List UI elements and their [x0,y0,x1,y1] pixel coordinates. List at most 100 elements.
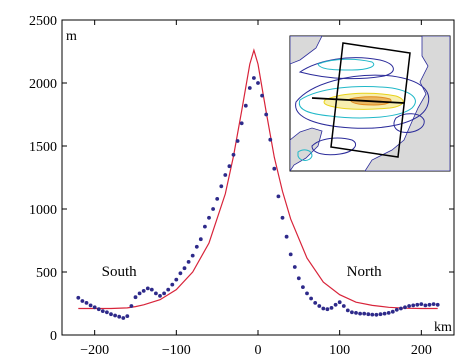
data-point [354,311,358,315]
data-point [109,312,113,317]
x-tick-label: −200 [80,343,109,358]
inset-study-area-box [330,42,411,158]
data-point [431,302,436,306]
inset-contour-mid-3 [297,149,313,161]
data-point [105,310,109,315]
x-tick-label: −100 [162,343,191,358]
data-point [317,304,322,308]
data-point [419,302,424,306]
observed-points [76,76,440,320]
data-point [382,311,387,316]
axis-ticks [62,19,454,336]
data-point [374,312,379,317]
data-point [186,260,191,264]
data-point [198,237,203,242]
data-point [358,311,362,316]
data-point [239,121,244,126]
data-point [407,304,411,308]
inset-contour-mid-1 [298,86,416,119]
model-curve-line [78,48,438,310]
data-point [301,285,305,289]
data-point [203,224,207,229]
data-point [305,291,309,296]
data-point [341,304,346,308]
data-point [211,207,216,211]
data-point [256,81,260,85]
data-point [284,234,289,239]
data-point [309,296,313,301]
data-point [288,252,293,257]
y-axis-unit-label: m [66,29,77,44]
data-point [333,302,338,307]
data-point [321,306,326,311]
data-point [96,307,101,312]
data-point [435,302,440,307]
data-point [88,303,93,308]
data-point [117,314,122,319]
x-tick-label: 0 [255,343,262,358]
data-point [145,286,150,291]
data-point [296,276,301,281]
data-point [264,112,269,117]
inset-transect-line [311,97,405,104]
data-point [427,302,432,307]
data-point [182,266,187,271]
x-tick-label: 200 [411,343,432,358]
data-point [423,303,428,308]
data-point [80,299,85,303]
data-point [100,309,105,313]
data-point [362,311,367,316]
data-point [411,303,416,308]
data-point [92,305,97,310]
data-point [231,152,236,157]
data-point [403,305,407,310]
data-point [207,215,211,220]
y-tick-label: 0 [50,329,57,344]
y-tick-label: 1500 [29,140,57,155]
annotation-label: North [347,264,382,280]
data-point [394,307,399,312]
data-point [162,291,167,296]
data-point [215,197,220,201]
inset-contour-mid-2 [317,58,375,71]
data-point [280,215,285,220]
data-point [386,311,391,315]
data-point [190,253,195,258]
data-point [292,265,297,269]
data-point [337,300,342,305]
data-point [260,93,264,98]
data-point [366,312,371,317]
data-point [276,194,281,199]
data-point [166,287,171,292]
data-point [149,287,154,292]
data-point [325,307,330,312]
annotation-label: South [102,264,138,280]
y-tick-label: 1000 [29,203,57,218]
data-point [113,313,117,318]
data-point [415,302,420,307]
inset-map [289,35,451,172]
inset-land-east [364,36,450,171]
data-point [170,282,175,287]
data-point [154,291,158,296]
model-curve [78,48,438,310]
data-point [268,137,273,142]
data-point [219,184,224,189]
inset-contour-low-4 [393,113,425,133]
data-point [252,76,256,80]
data-point [378,312,383,317]
data-point [370,312,375,317]
data-point [76,295,81,300]
data-point [174,277,179,282]
data-point [272,166,277,171]
annotations: South North [102,264,383,280]
data-point [329,306,334,310]
y-tick-label: 2500 [29,14,57,29]
data-point [390,309,395,314]
data-point [129,304,134,308]
data-point [178,271,183,276]
y-tick-label: 500 [36,266,57,281]
data-point [137,291,142,296]
